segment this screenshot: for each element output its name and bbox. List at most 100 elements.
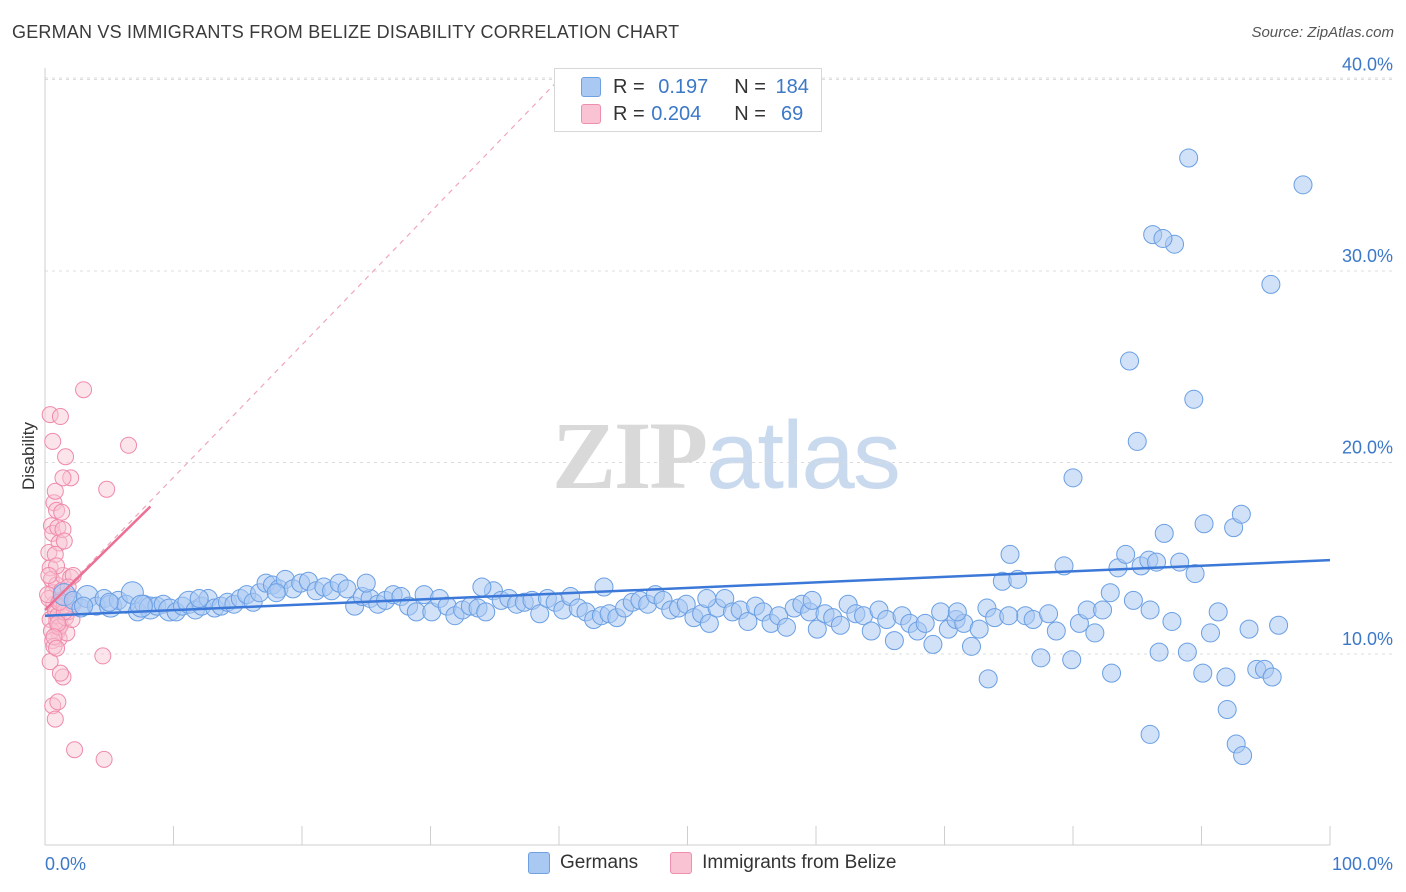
belize-point [57,448,75,466]
german-point [1262,667,1282,687]
belize-points [39,381,138,768]
german-point [1170,552,1190,572]
german-point [1063,468,1083,488]
legend-n-label: N = [734,75,772,98]
legend-r-value: 0.197 [658,75,709,98]
belize-point [66,741,84,759]
legend-n-label: N = [734,102,772,125]
german-trend [44,558,1331,617]
belize-point [48,639,66,657]
german-point [1293,175,1313,195]
german-point [947,602,967,622]
german-point [1046,621,1066,641]
german-point [1269,615,1289,635]
german-point [1239,619,1259,639]
belize-point [41,406,59,424]
series-swatch-germans [528,852,550,874]
german-point [530,604,550,624]
german-point [1120,351,1140,371]
german-point [1200,623,1220,643]
belize-point [55,532,73,550]
german-point [1217,700,1237,720]
german-point [776,617,796,637]
german-point [1153,228,1173,248]
german-point [1184,389,1204,409]
y-tick-label: 10.0% [1342,629,1393,649]
german-point [1000,544,1020,564]
belize-point [44,432,62,450]
legend-swatch-belize [581,104,601,124]
x-tick-label: 100.0% [1332,854,1393,874]
belize-point [51,408,69,426]
belize-point [75,381,93,399]
german-point [356,573,376,593]
belize-point [95,750,113,768]
german-point [1062,650,1082,670]
x-tick-label: 0.0% [45,854,86,874]
german-point [961,636,981,656]
belize-trend-extended [44,79,560,611]
german-point [1261,274,1281,294]
german-point [337,579,357,599]
german-point [978,669,998,689]
belize-point [46,710,64,728]
belize-point [58,624,76,642]
german-point [594,577,614,597]
german-point [1093,600,1113,620]
german-point [802,590,822,610]
german-point [1216,667,1236,687]
series-label-germans: Germans [560,852,639,873]
german-point [884,631,904,651]
german-point [1127,431,1147,451]
belize-point [40,566,58,584]
german-point [1102,663,1122,683]
legend-n-value: 69 [775,102,804,125]
german-point [1116,544,1136,564]
belize-point [120,436,138,454]
belize-point [94,647,112,665]
series-label-belize: Immigrants from Belize [702,852,897,873]
legend-r-label: R = [613,75,651,98]
german-point [1039,604,1059,624]
german-point [472,577,492,597]
german-point [915,613,935,633]
series-legend-germans[interactable]: Germans [528,852,638,874]
german-point [74,596,94,616]
legend-r-value: 0.204 [651,102,702,125]
series-legend-belize[interactable]: Immigrants from Belize [670,852,896,874]
legend-swatch-germans [581,77,601,97]
belize-point [49,693,67,711]
german-point [1140,724,1160,744]
german-point [1193,663,1213,683]
german-point [1100,583,1120,603]
trend-lines [44,79,1331,617]
legend-r-label: R = [613,102,651,125]
german-point [1179,148,1199,168]
german-points [52,148,1313,765]
german-point [1031,648,1051,668]
y-axis-title: Disability [19,421,38,490]
axis-labels: 10.0% 20.0% 30.0% 40.0% 0.0% 100.0% Disability [19,55,1393,875]
german-point [129,594,153,618]
legend-n-value: 184 [775,75,809,98]
german-point [738,611,758,631]
y-tick-label: 40.0% [1342,55,1393,75]
belize-point [98,480,116,498]
y-tick-label: 30.0% [1342,246,1393,266]
german-point [1185,564,1205,584]
belize-trend [44,505,152,611]
german-point [861,621,881,641]
german-point [1231,504,1251,524]
chart-title: GERMAN VS IMMIGRANTS FROM BELIZE DISABIL… [12,22,680,42]
german-point [1194,514,1214,534]
german-point [1123,590,1143,610]
german-point [969,619,989,639]
german-point [807,619,827,639]
german-point [1162,611,1182,631]
german-point [1208,602,1228,622]
german-point [1140,600,1160,620]
german-point [999,606,1019,626]
axes [44,68,1331,846]
german-point [99,592,119,612]
